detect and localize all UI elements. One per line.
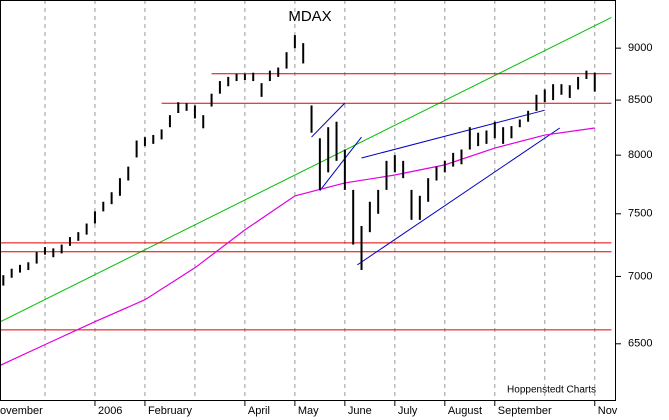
trend-line xyxy=(311,102,346,138)
x-tick-label: May xyxy=(298,405,319,417)
x-tick-label: 2006 xyxy=(98,405,122,417)
chart-title: MDAX xyxy=(288,8,331,25)
plot-frame xyxy=(0,0,616,401)
moving-average xyxy=(0,127,595,367)
source-note: Hoppenstedt Charts xyxy=(507,385,596,396)
x-tick-label: June xyxy=(348,405,372,417)
x-tick-label: September xyxy=(498,405,552,417)
trend-line xyxy=(0,16,612,323)
x-tick-label: August xyxy=(448,405,482,417)
y-tick-label: 9000 xyxy=(628,42,652,54)
trend-line xyxy=(361,109,545,159)
x-tick-label: February xyxy=(148,405,193,417)
y-tick-label: 8000 xyxy=(628,149,652,161)
trend-line xyxy=(319,136,362,192)
y-tick-label: 7000 xyxy=(628,270,652,282)
y-tick-label: 8500 xyxy=(628,94,652,106)
x-tick-label: Nov xyxy=(598,405,618,417)
trend-line xyxy=(357,127,561,266)
plot-area xyxy=(0,0,612,400)
y-tick-label: 7500 xyxy=(628,208,652,220)
x-tick-label: July xyxy=(398,405,418,417)
x-tick-label: ovember xyxy=(0,405,43,417)
y-tick-label: 6500 xyxy=(628,338,652,350)
x-tick-label: April xyxy=(248,405,270,417)
